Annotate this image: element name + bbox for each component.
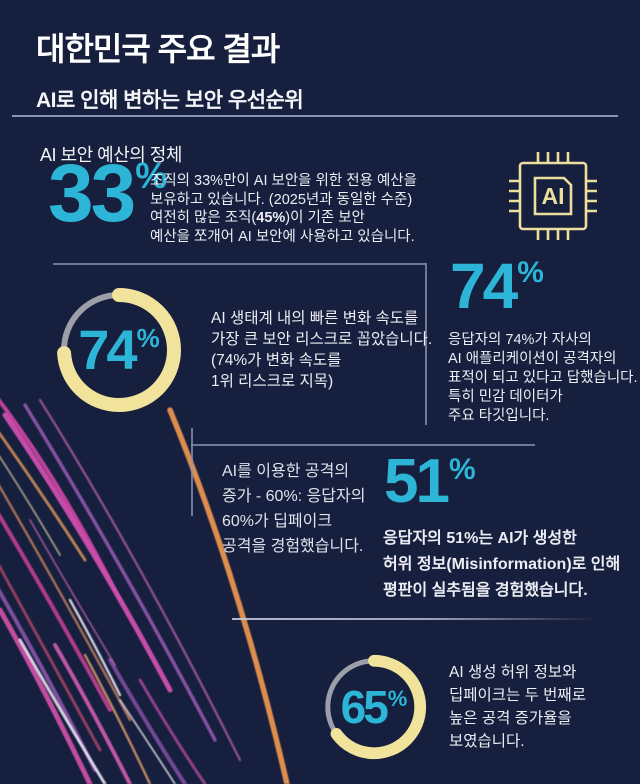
misinfo-line: 허위 정보(Misinformation)로 인해 (383, 556, 621, 573)
divider-bottom-horizontal (232, 618, 596, 620)
budget-line: 예산을 쪼개어 AI 보안에 사용하고 있습니다. (150, 228, 415, 245)
ai-chip-icon: AI (509, 152, 597, 240)
donut-value-arc (57, 288, 181, 412)
donut-center-label: 74% (78, 318, 160, 382)
misinfo-description: 응답자의 51%는 AI가 생성한 허위 정보(Misinformation)로… (383, 526, 620, 604)
percent-sign: % (136, 323, 160, 354)
chip-pins (509, 152, 597, 240)
header-rule (12, 115, 618, 117)
deepfake-line: 딥페이크는 두 번째로 (449, 687, 586, 704)
attacks-line: 공격을 경험했습니다. (222, 538, 364, 555)
deepfake-line: 보였습니다. (449, 733, 525, 750)
misinfo-line: 응답자의 51%는 AI가 생성한 (383, 530, 577, 547)
donut-center-label: 65% (340, 680, 408, 733)
chip-ai-label: AI (542, 183, 565, 209)
stat-74-percent: 74% (450, 250, 544, 322)
deepfake-line: 높은 공격 증가율을 (449, 710, 572, 727)
targets-description: 응답자의 74%가 자사의 AI 애플리케이션이 공격자의 표적이 되고 있다고… (448, 331, 638, 426)
percent-sign: % (387, 685, 408, 711)
risk-line: 1위 리스크로 지목) (211, 373, 334, 390)
page-title: 대한민국 주요 결과 (36, 31, 280, 67)
page-subtitle: AI로 인해 변하는 보안 우선순위 (36, 89, 304, 112)
divider-right-vertical (425, 263, 427, 425)
risk-line: (74%가 변화 속도를 (211, 352, 342, 369)
percent-sign: % (135, 155, 168, 196)
budget-description: 조직의 33%만이 AI 보안을 위한 전용 예산을 보유하고 있습니다. (2… (150, 172, 417, 246)
percent-sign: % (448, 453, 476, 486)
misinfo-line: 평판이 실추됨을 경험했습니다. (383, 582, 588, 599)
attacks-line: 60%가 딥페이크 (222, 513, 333, 530)
targets-line: AI 애플리케이션이 공격자의 (448, 351, 617, 367)
budget-line: 조직의 33%만이 AI 보안을 위한 전용 예산을 (150, 173, 417, 189)
budget-line: 보유하고 있습니다. (2025년과 동일한 수준) (150, 191, 413, 208)
targets-line: 주요 타깃입니다. (448, 408, 550, 424)
stat-33-percent: 33% (48, 148, 168, 239)
percent-sign: % (517, 256, 544, 289)
attacks-line: AI를 이용한 공격의 (222, 463, 350, 480)
light-trails-decoration (0, 398, 290, 784)
divider-mid-horizontal (191, 444, 535, 446)
attacks-description: AI를 이용한 공격의 증가 - 60%: 응답자의 60%가 딥페이크 공격을… (222, 459, 365, 559)
budget-section-heading: AI 보안 예산의 정체 (40, 145, 182, 165)
targets-line: 특히 민감 데이터가 (448, 389, 563, 405)
attacks-line: 증가 - 60%: 응답자의 (222, 488, 366, 505)
divider-mid-vertical (191, 428, 193, 516)
risk-line: AI 생태계 내의 빠른 변화 속도를 (211, 310, 419, 327)
stat-45-percent: 45% (256, 210, 286, 226)
donut-chart-65: 65% (311, 644, 437, 770)
deepfake-description: AI 생성 허위 정보와 딥페이크는 두 번째로 높은 공격 증가율을 보였습니… (449, 661, 586, 753)
stat-33-number: 33 (48, 148, 136, 239)
divider-top-horizontal (53, 263, 426, 265)
targets-line: 표적이 되고 있다고 답했습니다. (448, 370, 638, 386)
donut-chart-74: 74% (44, 275, 194, 425)
risk-line: 가장 큰 보안 리스크로 꼽았습니다. (211, 331, 433, 348)
targets-line: 응답자의 74%가 자사의 (448, 332, 592, 348)
donut-value-arc (321, 654, 427, 760)
stat-51-percent: 51% (384, 447, 476, 516)
risk-description: AI 생태계 내의 빠른 변화 속도를 가장 큰 보안 리스크로 꼽았습니다. … (211, 308, 432, 392)
budget-line: 여전히 많은 조직(45%)이 기존 보안 (150, 210, 365, 226)
deepfake-line: AI 생성 허위 정보와 (449, 664, 577, 681)
